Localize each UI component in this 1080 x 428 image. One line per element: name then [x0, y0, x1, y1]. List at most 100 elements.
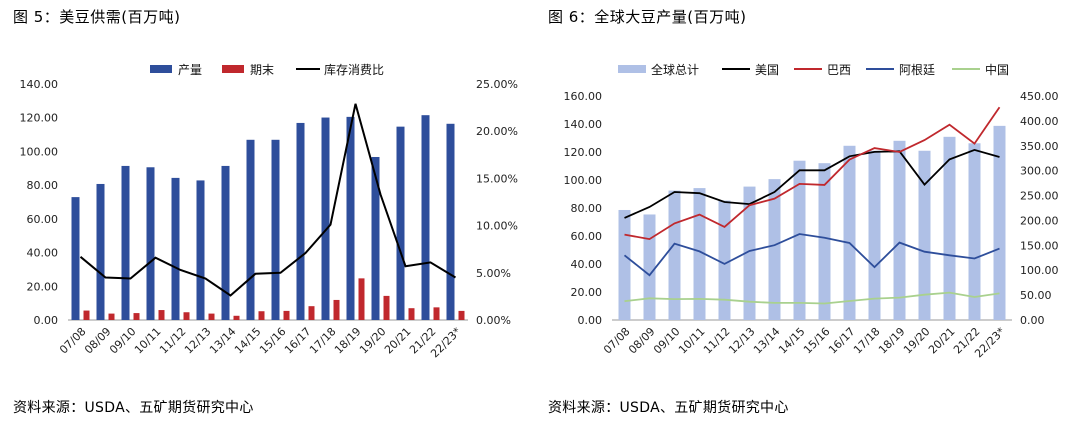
y-left-tick-label: 40.00: [571, 258, 603, 271]
x-tick-label: 07/08: [57, 325, 89, 357]
x-tick-label: 16/17: [826, 325, 858, 357]
y-left-tick-label: 120.00: [564, 146, 603, 159]
x-tick-label: 09/10: [651, 325, 683, 357]
bar-secondary: [333, 299, 340, 320]
bar-secondary: [383, 295, 390, 320]
y-left-tick-label: 100.00: [20, 145, 59, 158]
legend-label: 全球总计: [651, 62, 699, 77]
x-tick-label: 13/14: [751, 325, 783, 357]
x-tick-label: 18/19: [332, 325, 364, 357]
y-right-tick-label: 25.00%: [476, 78, 518, 91]
bar-secondary: [233, 315, 240, 320]
y-left-tick-label: 120.00: [20, 112, 59, 125]
right-panel-title: 图 6：全球大豆产量(百万吨): [548, 8, 747, 26]
bar-primary: [96, 183, 105, 320]
line-series-3: [624, 291, 1000, 305]
x-tick-label: 14/15: [232, 325, 264, 357]
y-right-tick-label: 20.00%: [476, 125, 518, 138]
bar-total-primary: [668, 190, 681, 320]
bar-primary: [121, 165, 130, 320]
y-right-tick-label: 200.00: [1020, 214, 1059, 227]
x-tick-label: 15/16: [257, 325, 289, 357]
bar-total-primary: [718, 200, 731, 320]
x-tick-label: 19/20: [357, 325, 389, 357]
bar-primary: [421, 115, 430, 320]
legend-label: 中国: [985, 62, 1009, 77]
bar-total-primary: [643, 214, 656, 320]
bar-primary: [346, 116, 355, 320]
x-tick-label: 20/21: [926, 325, 958, 357]
y-left-tick-label: 40.00: [27, 247, 59, 260]
bar-primary: [446, 123, 455, 320]
y-right-tick-label: 350.00: [1020, 140, 1059, 153]
y-left-tick-label: 0.00: [578, 314, 603, 327]
bar-total-primary: [868, 150, 881, 320]
bar-secondary: [133, 313, 140, 320]
bar-total-primary: [968, 143, 981, 320]
bar-primary: [321, 117, 330, 320]
legend-swatch: [222, 65, 244, 73]
left-panel-source: 资料来源：USDA、五矿期货研究中心: [13, 400, 254, 416]
bar-secondary: [458, 310, 465, 320]
x-tick-label: 17/18: [851, 325, 883, 357]
bar-total-primary: [793, 160, 806, 320]
legend-label: 库存消费比: [324, 62, 384, 77]
left-panel-title: 图 5：美豆供需(百万吨): [13, 8, 181, 26]
bar-primary: [221, 165, 230, 320]
x-tick-label: 12/13: [726, 325, 758, 357]
y-right-tick-label: 5.00%: [476, 267, 511, 280]
bar-secondary: [83, 310, 90, 320]
chart-global-soy-production: 0.00 20.00 40.00 60.00 80.00 100.00 120.00 140.…: [564, 62, 1059, 360]
bar-total-primary: [618, 209, 631, 320]
x-tick-label: 10/11: [132, 325, 164, 357]
bar-total-primary: [918, 150, 931, 320]
y-left-tick-label: 160.00: [564, 90, 603, 103]
bar-secondary: [108, 313, 115, 320]
legend-label: 阿根廷: [899, 63, 935, 77]
y-left-tick-label: 20.00: [571, 286, 603, 299]
legend-label: 期末: [250, 63, 274, 77]
line-series-0: [79, 103, 457, 297]
bar-primary: [196, 180, 205, 320]
bar-primary: [296, 122, 305, 320]
x-tick-label: 14/15: [776, 325, 808, 357]
line-series-2: [623, 233, 1000, 277]
y-right-tick-label: 250.00: [1020, 190, 1059, 203]
y-right-tick-label: 0.00%: [476, 314, 511, 327]
y-left-tick-label: 100.00: [564, 174, 603, 187]
bar-total-primary: [993, 125, 1006, 320]
x-tick-label: 20/21: [382, 325, 414, 357]
bar-secondary: [208, 313, 215, 320]
bar-primary: [371, 156, 380, 320]
y-right-tick-label: 400.00: [1020, 115, 1059, 128]
bar-total-primary: [818, 163, 831, 320]
bar-secondary: [433, 307, 440, 320]
bar-primary: [171, 177, 180, 320]
y-left-tick-label: 0.00: [34, 314, 59, 327]
y-left-tick-label: 140.00: [564, 118, 603, 131]
bar-secondary: [283, 310, 290, 320]
bar-total-primary: [743, 186, 756, 320]
x-tick-label: 12/13: [182, 325, 214, 357]
y-left-tick-label: 140.00: [20, 78, 59, 91]
y-right-tick-label: 15.00%: [476, 172, 518, 185]
y-left-tick-label: 60.00: [27, 213, 59, 226]
x-tick-label: 08/09: [626, 325, 658, 357]
bar-secondary: [158, 310, 165, 320]
bar-primary: [271, 139, 280, 320]
x-tick-label: 16/17: [282, 325, 314, 357]
y-left-tick-label: 60.00: [571, 230, 603, 243]
x-tick-label: 15/16: [801, 325, 833, 357]
bar-total-primary: [843, 145, 856, 320]
legend-swatch: [618, 65, 646, 73]
y-right-tick-label: 50.00: [1020, 289, 1052, 302]
bar-secondary: [358, 278, 365, 320]
right-panel-source: 资料来源：USDA、五矿期货研究中心: [548, 400, 789, 416]
x-tick-label: 11/12: [157, 325, 189, 357]
bar-total-primary: [943, 136, 956, 320]
y-right-tick-label: 0.00: [1020, 314, 1045, 327]
bar-primary: [246, 139, 255, 320]
y-right-tick-label: 300.00: [1020, 165, 1059, 178]
bar-secondary: [258, 311, 265, 320]
